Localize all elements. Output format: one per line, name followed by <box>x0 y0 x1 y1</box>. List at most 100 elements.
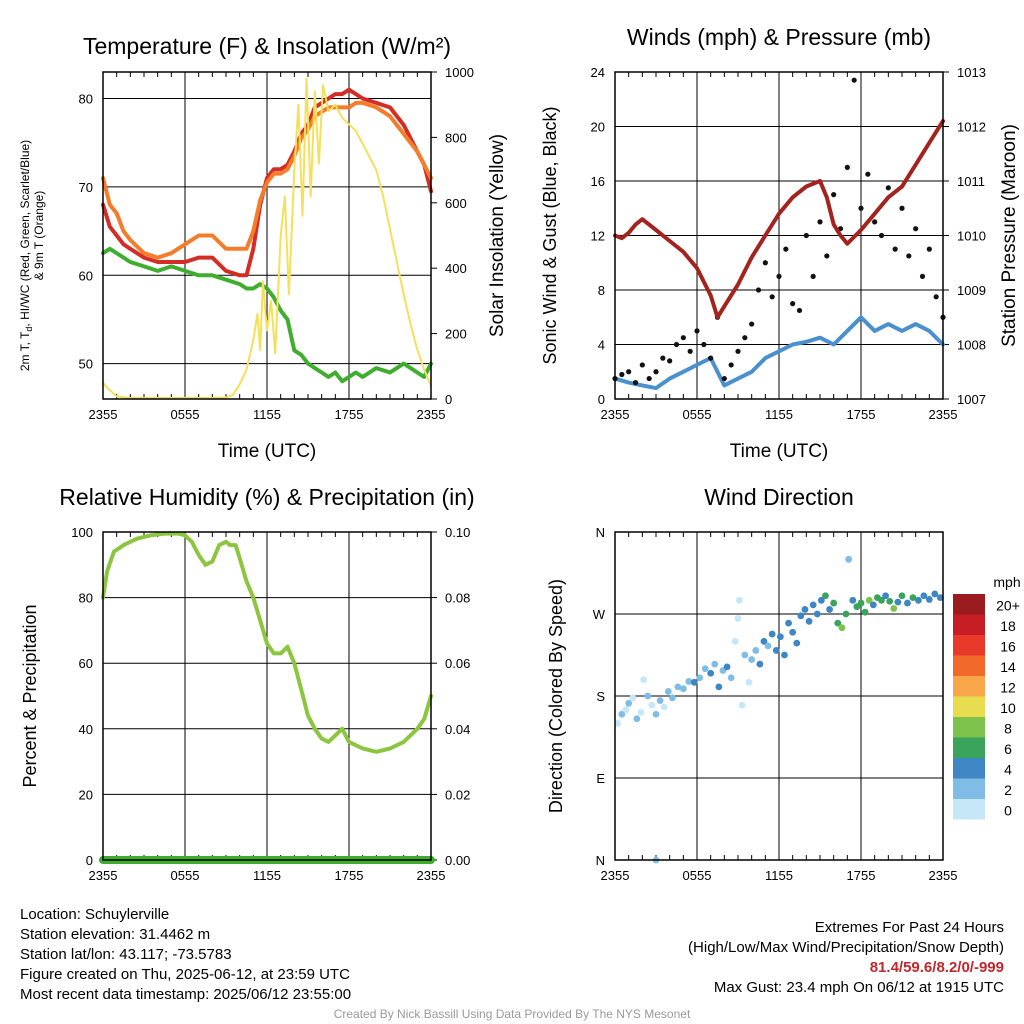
chart4.direction-point <box>622 706 630 714</box>
chart4.legend-swatch <box>953 676 985 697</box>
chart3.y-tick-label: 40 <box>79 722 93 737</box>
chart2.y-tick-label: 16 <box>591 174 605 189</box>
chart4.direction-point <box>909 594 917 601</box>
chart4.x-tick-label: 0555 <box>683 868 712 883</box>
chart3.x-tick-label: 2355 <box>89 868 118 883</box>
chart1.y-tick-label: 50 <box>79 357 93 372</box>
chart1.x-tick-label: 2355 <box>417 407 446 422</box>
chart3.y-tick-label: 80 <box>79 591 93 606</box>
chart4.direction-point <box>776 633 784 641</box>
chart1.x-axis-title: Time (UTC) <box>218 441 317 462</box>
station-location: Location: Schuylerville <box>20 906 170 923</box>
chart4.direction-point <box>793 639 801 647</box>
chart4.direction-point <box>735 596 743 604</box>
chart1.y-right-tick-label: 0 <box>445 392 452 407</box>
chart2.series1-point <box>899 205 905 211</box>
chart2.series1-point <box>680 335 686 341</box>
chart4.y-tick-label: S <box>596 689 605 704</box>
chart2.series1-point <box>660 355 666 361</box>
chart2.series1-point <box>742 335 748 341</box>
chart2.series1-point <box>632 380 639 386</box>
chart4.direction-point <box>741 651 749 659</box>
chart2.y-right-tick-label: 1010 <box>957 229 986 244</box>
chart4.legend-swatch <box>953 737 985 758</box>
chart2.y-right-tick-label: 1009 <box>957 283 986 298</box>
chart1.x-tick-label: 1155 <box>253 407 281 422</box>
chart3.y-right-tick-label: 0.08 <box>445 591 470 606</box>
chart4.y-axis-title: Direction (Colored By Speed) <box>546 579 566 813</box>
chart2.y-tick-label: 24 <box>591 65 605 80</box>
chart2.series1-point <box>851 77 857 83</box>
chart2.plot-frame <box>614 71 944 400</box>
chart2.series1-point <box>810 273 816 279</box>
chart2.y-axis-title: Sonic Wind & Gust (Blue, Black) <box>540 106 560 364</box>
chart2.x-tick-label: 2355 <box>929 407 958 422</box>
chart4.direction-point <box>674 683 682 691</box>
chart4.direction-point <box>878 596 885 604</box>
chart1.y-tick-label: 80 <box>79 92 93 107</box>
chart4.direction-point <box>861 608 869 616</box>
chart2.series1-point <box>892 246 898 252</box>
chart2.series1-point <box>844 164 850 170</box>
chart4.direction-point <box>633 715 641 723</box>
chart4.direction-point <box>734 615 742 622</box>
chart2.series1-point <box>858 205 864 211</box>
chart2.series1-point <box>646 375 652 382</box>
chart4.direction-point <box>805 617 813 625</box>
chart2.y-tick-label: 12 <box>591 229 605 244</box>
chart4.legend-swatch <box>953 614 985 635</box>
chart1.y-axis-title: 2m T, Td, HI/WC (Red, Green, Scarlet/Blu… <box>18 140 34 371</box>
chart4.direction-point <box>789 628 797 636</box>
chart4.direction-point <box>738 701 746 709</box>
chart4.direction-point <box>715 683 723 691</box>
chart4.direction-point <box>894 598 902 606</box>
chart4.direction-point <box>830 599 838 607</box>
chart4.direction-point <box>920 592 928 600</box>
chart4.x-tick-label: 2355 <box>601 868 630 883</box>
chart3.y-tick-label: 20 <box>79 787 93 802</box>
chart1.y-right-tick-label: 600 <box>445 196 467 211</box>
chart2.series1-point <box>919 273 926 279</box>
chart2.series1-point <box>885 185 891 191</box>
chart4.direction-point <box>890 605 898 612</box>
chart1.series2-line <box>101 246 433 384</box>
chart1.y-tick-label: 70 <box>79 180 93 195</box>
chart2.y-tick-label: 8 <box>598 283 605 298</box>
chart3.y-axis-title: Percent & Precipitation <box>20 604 40 787</box>
chart1.y-right-axis-title: Solar Insolation (Yellow) <box>487 134 508 337</box>
chart4.direction-point <box>936 594 944 601</box>
chart3.x-tick-label: 1755 <box>335 868 364 883</box>
chart2.series1-point <box>755 287 762 293</box>
chart2.series1-point <box>913 226 919 232</box>
chart4.direction-point <box>797 612 805 620</box>
chart4.direction-point <box>869 601 877 609</box>
chart1.series1-line <box>101 100 433 260</box>
chart2.series1-point <box>721 375 727 382</box>
chart4.legend-label: 16 <box>1000 638 1016 654</box>
chart4.direction-point <box>865 596 873 604</box>
chart4.direction-point <box>882 592 889 600</box>
chart2.series1-point <box>735 348 741 354</box>
chart2.y-tick-label: 20 <box>591 120 605 135</box>
chart4.direction-point <box>652 710 660 718</box>
chart4.direction-point <box>648 701 656 709</box>
chart4.legend-label: 14 <box>1000 659 1016 675</box>
chart4.legend-swatch <box>953 635 985 656</box>
chart1.y-right-tick-label: 400 <box>445 261 467 276</box>
chart2.series1-point <box>708 355 714 361</box>
chart1.series0-line <box>101 87 433 278</box>
chart4.direction-point <box>707 669 715 677</box>
chart4.legend-title: mph <box>993 574 1020 590</box>
chart4.direction-point <box>660 703 668 711</box>
chart2.x-tick-label: 2355 <box>601 407 630 422</box>
chart4.direction-point <box>614 719 622 727</box>
chart4.direction-point <box>931 590 939 598</box>
chart2.y-right-tick-label: 1012 <box>957 120 986 135</box>
chart2.y-right-tick-label: 1013 <box>957 65 986 80</box>
chart4.direction-point <box>748 656 756 663</box>
chart4.legend-swatch <box>953 594 985 615</box>
chart2.series1-point <box>653 369 659 375</box>
chart2.series1-point <box>728 362 734 368</box>
chart4.direction-point <box>772 647 780 654</box>
